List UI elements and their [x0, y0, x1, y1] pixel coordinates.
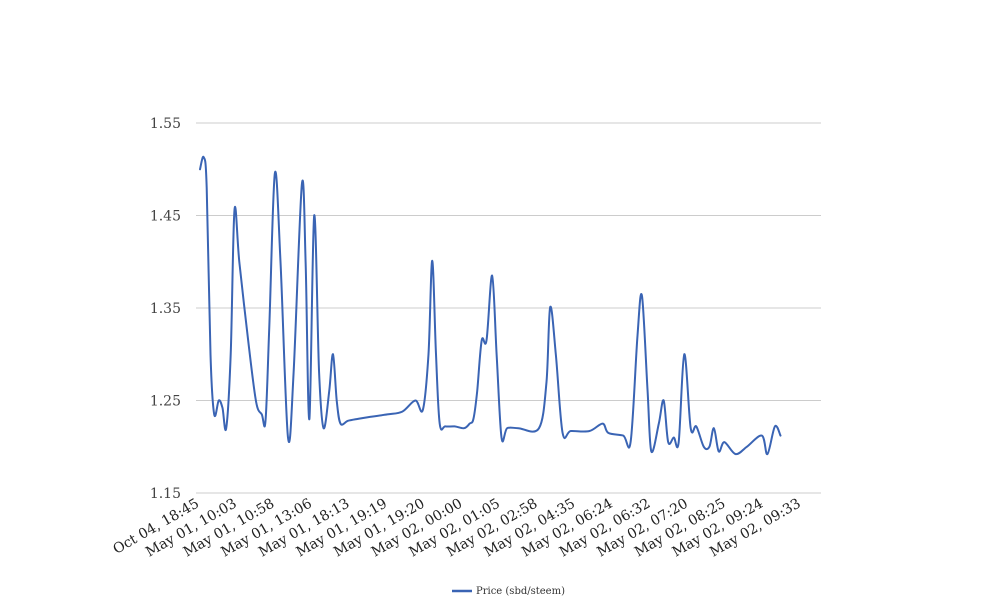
y-tick-label: 1.45: [150, 209, 181, 225]
y-tick-label: 1.25: [150, 394, 181, 410]
y-tick-label: 1.15: [150, 486, 181, 502]
y-axis-tick-labels: 1.15 1.25 1.35 1.45 1.55: [150, 116, 181, 502]
legend: Price (sbd/steem): [452, 586, 565, 597]
legend-label: Price (sbd/steem): [476, 586, 565, 597]
y-tick-label: 1.35: [150, 301, 181, 317]
series-line-0: [199, 155, 782, 456]
series-layer: [199, 155, 782, 456]
y-tick-label: 1.55: [150, 116, 181, 132]
